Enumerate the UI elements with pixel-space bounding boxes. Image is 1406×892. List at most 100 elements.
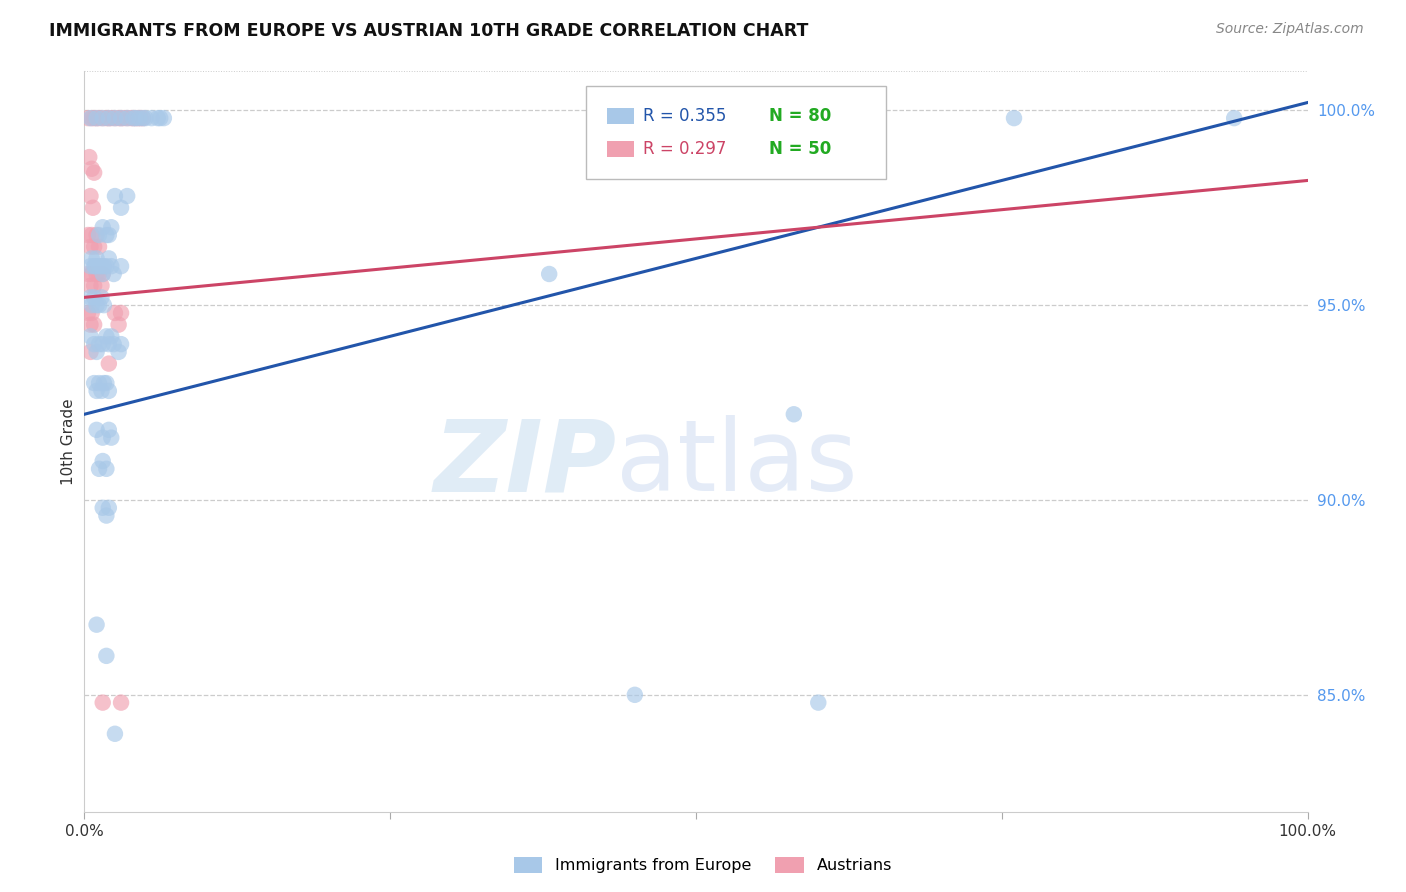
Point — [90, 290, 112, 304]
Point — [1223, 111, 1246, 125]
Point — [91, 337, 114, 351]
Point — [91, 431, 114, 445]
Point — [80, 298, 103, 312]
Point — [107, 345, 129, 359]
Point — [79, 290, 101, 304]
Point — [103, 337, 125, 351]
Point — [110, 696, 132, 710]
Point — [80, 306, 103, 320]
Point — [93, 259, 115, 273]
Point — [91, 267, 114, 281]
Point — [96, 508, 118, 523]
Point — [90, 259, 112, 273]
Point — [87, 376, 110, 390]
Point — [91, 220, 114, 235]
Point — [87, 267, 110, 281]
Point — [91, 111, 114, 125]
Point — [96, 227, 118, 242]
Point — [77, 150, 100, 164]
Point — [97, 384, 120, 398]
Point — [122, 111, 145, 125]
Point — [77, 111, 100, 125]
Point — [104, 306, 127, 320]
Text: IMMIGRANTS FROM EUROPE VS AUSTRIAN 10TH GRADE CORRELATION CHART: IMMIGRANTS FROM EUROPE VS AUSTRIAN 10TH … — [49, 22, 808, 40]
Point — [96, 376, 118, 390]
Point — [115, 111, 138, 125]
Point — [115, 111, 138, 125]
Point — [115, 189, 138, 203]
Point — [87, 240, 110, 254]
Point — [91, 500, 114, 515]
Point — [79, 345, 101, 359]
Point — [104, 111, 127, 125]
Point — [83, 376, 105, 390]
FancyBboxPatch shape — [586, 87, 886, 178]
Text: R = 0.355: R = 0.355 — [644, 107, 727, 125]
Point — [84, 259, 107, 273]
Point — [86, 617, 108, 632]
Point — [90, 278, 112, 293]
Point — [807, 696, 830, 710]
Point — [83, 111, 105, 125]
Point — [83, 259, 105, 273]
Point — [86, 298, 108, 312]
Point — [110, 111, 132, 125]
Point — [86, 345, 108, 359]
Point — [83, 290, 105, 304]
Point — [97, 111, 120, 125]
Point — [86, 384, 108, 398]
Point — [83, 278, 105, 293]
Point — [110, 306, 132, 320]
Point — [96, 259, 118, 273]
Point — [79, 278, 101, 293]
Point — [122, 111, 145, 125]
Point — [97, 111, 120, 125]
Point — [149, 111, 172, 125]
Point — [80, 111, 103, 125]
Point — [86, 111, 108, 125]
Point — [97, 252, 120, 266]
Y-axis label: 10th Grade: 10th Grade — [60, 398, 76, 485]
Point — [79, 259, 101, 273]
Point — [91, 267, 114, 281]
Text: R = 0.297: R = 0.297 — [644, 140, 727, 158]
Point — [86, 252, 108, 266]
Point — [87, 259, 110, 273]
Point — [97, 357, 120, 371]
Point — [132, 111, 155, 125]
Point — [125, 111, 148, 125]
Point — [79, 240, 101, 254]
Text: N = 80: N = 80 — [769, 107, 831, 125]
Point — [86, 267, 108, 281]
Point — [77, 267, 100, 281]
Point — [129, 111, 152, 125]
Point — [1002, 111, 1025, 125]
Point — [91, 111, 114, 125]
Point — [100, 329, 122, 343]
Point — [83, 240, 105, 254]
Point — [87, 111, 110, 125]
Point — [83, 318, 105, 332]
Point — [104, 727, 127, 741]
Point — [80, 252, 103, 266]
Point — [107, 111, 129, 125]
Point — [100, 259, 122, 273]
Point — [141, 111, 163, 125]
Point — [97, 500, 120, 515]
Point — [97, 337, 120, 351]
Point — [97, 227, 120, 242]
Point — [87, 298, 110, 312]
Point — [77, 306, 100, 320]
Point — [91, 696, 114, 710]
Point — [132, 111, 155, 125]
Point — [86, 423, 108, 437]
Point — [100, 431, 122, 445]
Point — [96, 111, 118, 125]
Point — [90, 384, 112, 398]
Point — [100, 220, 122, 235]
Point — [624, 688, 647, 702]
Text: atlas: atlas — [616, 416, 858, 512]
Point — [104, 111, 127, 125]
Point — [100, 111, 122, 125]
Point — [79, 189, 101, 203]
